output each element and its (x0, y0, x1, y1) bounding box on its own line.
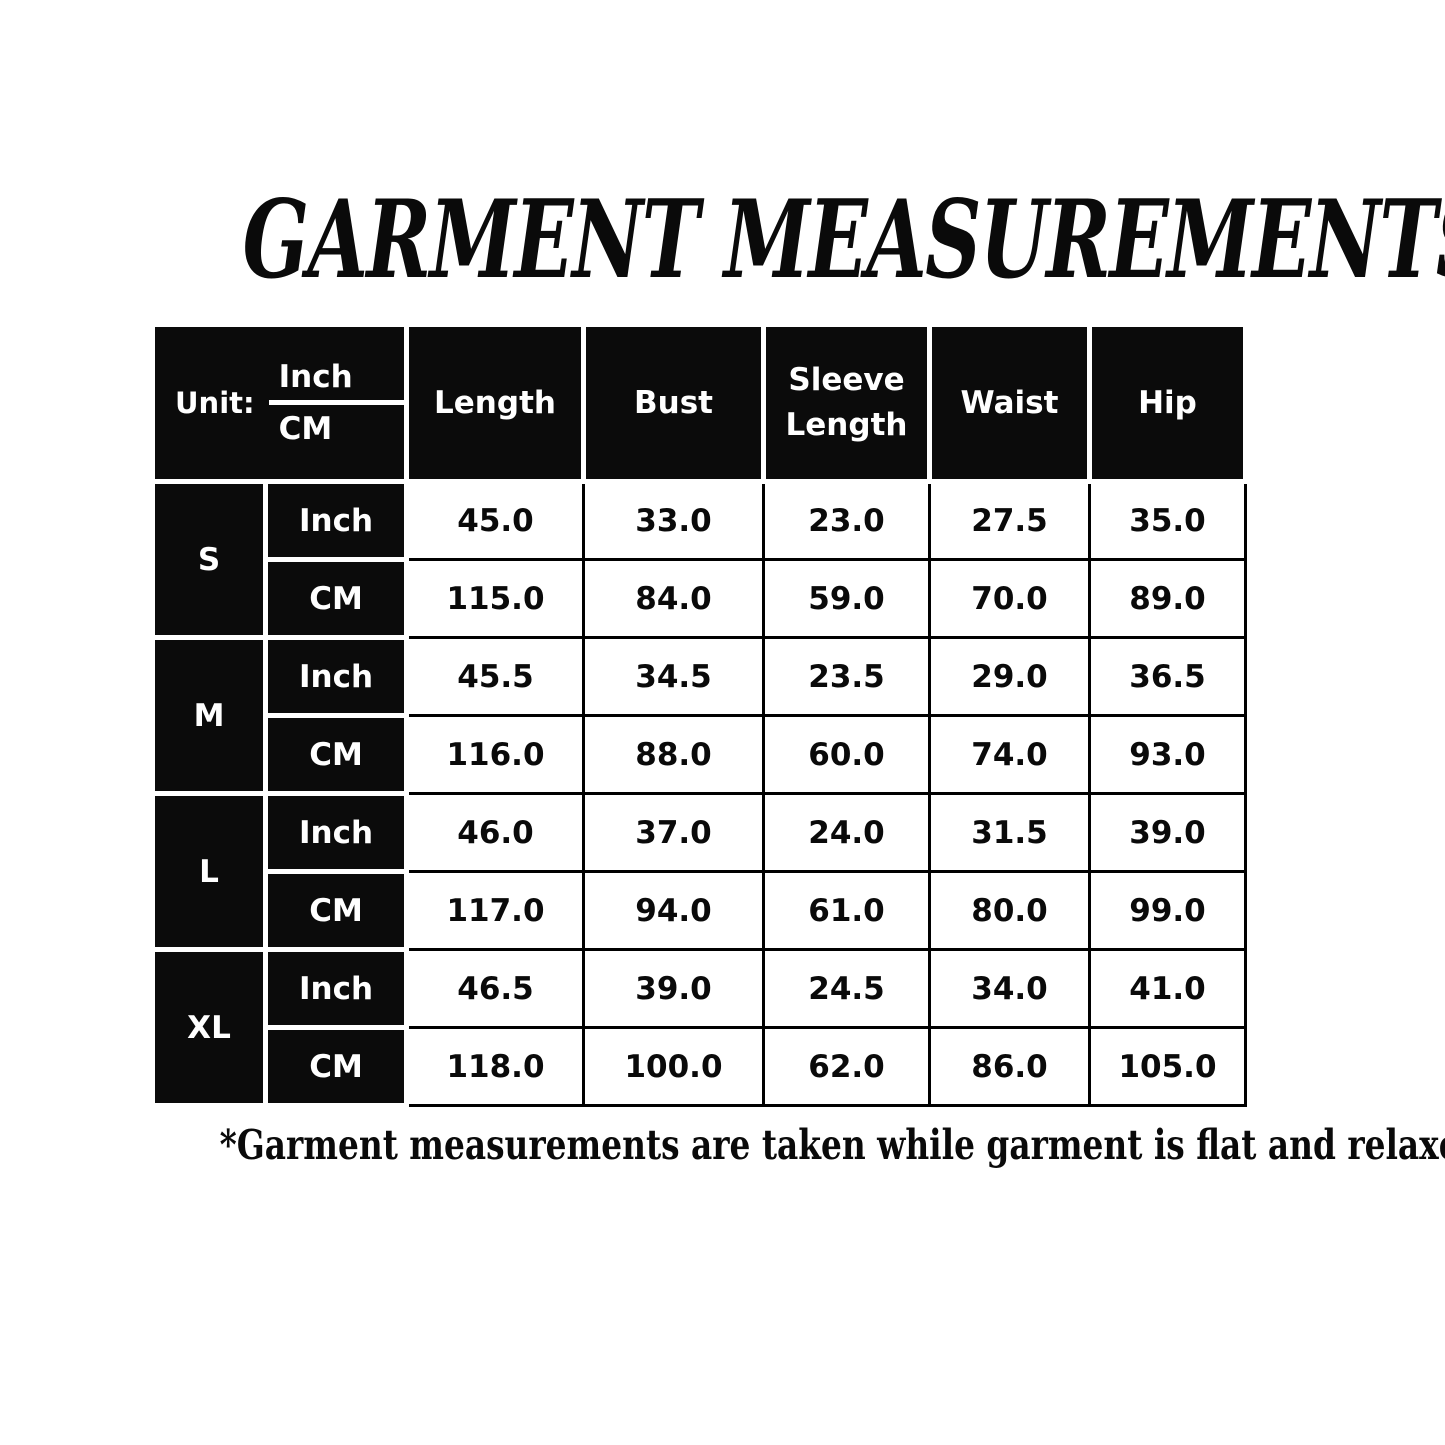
measurement-cell: 45.0 (405, 480, 585, 561)
row-unit-label: Inch (263, 791, 409, 874)
table-row-xl-cm: CM 118.0 100.0 62.0 86.0 105.0 (153, 1025, 1247, 1108)
measurement-cell: 35.0 (1088, 480, 1247, 561)
row-unit-label: CM (263, 557, 409, 640)
measurement-cell: 41.0 (1088, 948, 1247, 1029)
unit-header-content: Unit: Inch CM (158, 359, 402, 447)
measurement-cell: 99.0 (1088, 870, 1247, 951)
measurement-cell: 34.5 (582, 636, 765, 717)
measurement-cell: 118.0 (405, 1026, 585, 1107)
column-header-waist: Waist (927, 322, 1092, 484)
measurement-cell: 23.0 (762, 480, 931, 561)
measurement-cell: 23.5 (762, 636, 931, 717)
measurement-cell: 88.0 (582, 714, 765, 795)
measurement-cell: 100.0 (582, 1026, 765, 1107)
measurement-cell: 31.5 (928, 792, 1091, 873)
size-cell-m: M (150, 635, 268, 796)
measurement-cell: 89.0 (1088, 558, 1247, 639)
row-unit-label: Inch (263, 947, 409, 1030)
unit-header-cell: Unit: Inch CM (150, 322, 409, 484)
page-title: GARMENT MEASUREMENTS (0, 186, 1445, 294)
unit-cm-label: CM (278, 411, 333, 447)
measurement-cell: 94.0 (582, 870, 765, 951)
unit-inch-label: Inch (268, 359, 402, 405)
measurement-cell: 60.0 (762, 714, 931, 795)
size-cell-xl: XL (150, 947, 268, 1108)
row-unit-label: CM (263, 713, 409, 796)
measurement-cell: 117.0 (405, 870, 585, 951)
table-row-m-inch: M Inch 45.5 34.5 23.5 29.0 36.5 (150, 635, 1247, 796)
column-header-sleeve-length: Sleeve Length (761, 322, 932, 484)
table-row-xl-inch: XL Inch 46.5 39.0 24.5 34.0 41.0 (150, 947, 1247, 1108)
measurement-cell: 93.0 (1088, 714, 1247, 795)
measurement-cell: 24.5 (762, 948, 931, 1029)
measurement-cell: 29.0 (928, 636, 1091, 717)
measurement-cell: 62.0 (762, 1026, 931, 1107)
measurement-cell: 84.0 (582, 558, 765, 639)
size-cell-l: L (150, 791, 268, 952)
column-header-length: Length (404, 322, 586, 484)
measurement-cell: 46.5 (405, 948, 585, 1029)
row-unit-label: Inch (263, 479, 409, 562)
row-unit-label: CM (263, 869, 409, 952)
footnote-text: *Garment measurements are taken while ga… (219, 1121, 1445, 1169)
measurement-cell: 36.5 (1088, 636, 1247, 717)
row-unit-label: CM (263, 1025, 409, 1108)
measurement-cell: 80.0 (928, 870, 1091, 951)
header-row: Unit: Inch CM Length Bust Sleeve Length … (150, 322, 1248, 484)
measurement-cell: 105.0 (1088, 1026, 1247, 1107)
size-cell-s: S (150, 479, 268, 640)
row-unit-label: Inch (263, 635, 409, 718)
unit-label: Unit: (175, 386, 255, 420)
column-header-bust: Bust (581, 322, 766, 484)
measurement-cell: 45.5 (405, 636, 585, 717)
measurement-cell: 70.0 (928, 558, 1091, 639)
measurement-cell: 115.0 (405, 558, 585, 639)
measurements-table: Unit: Inch CM Length Bust Sleeve Length … (150, 322, 1248, 1108)
measurement-cell: 59.0 (762, 558, 931, 639)
unit-fraction: Inch CM (268, 359, 402, 447)
measurement-cell: 33.0 (582, 480, 765, 561)
column-header-hip: Hip (1087, 322, 1248, 484)
table-row-s-cm: CM 115.0 84.0 59.0 70.0 89.0 (153, 557, 1247, 640)
table-row-l-cm: CM 117.0 94.0 61.0 80.0 99.0 (153, 869, 1247, 952)
measurement-cell: 86.0 (928, 1026, 1091, 1107)
table-row-s-inch: S Inch 45.0 33.0 23.0 27.5 35.0 (150, 479, 1247, 640)
footnote: *Garment measurements are taken while ga… (0, 1121, 1445, 1170)
table-row-m-cm: CM 116.0 88.0 60.0 74.0 93.0 (153, 713, 1247, 796)
measurement-cell: 61.0 (762, 870, 931, 951)
measurement-cell: 24.0 (762, 792, 931, 873)
measurement-cell: 39.0 (582, 948, 765, 1029)
measurement-cell: 39.0 (1088, 792, 1247, 873)
measurement-cell: 46.0 (405, 792, 585, 873)
measurement-cell: 37.0 (582, 792, 765, 873)
measurement-cell: 27.5 (928, 480, 1091, 561)
table-row-l-inch: L Inch 46.0 37.0 24.0 31.5 39.0 (150, 791, 1247, 952)
measurement-cell: 116.0 (405, 714, 585, 795)
measurement-cell: 74.0 (928, 714, 1091, 795)
page-title-text: GARMENT MEASUREMENTS (242, 177, 1445, 303)
measurement-cell: 34.0 (928, 948, 1091, 1029)
